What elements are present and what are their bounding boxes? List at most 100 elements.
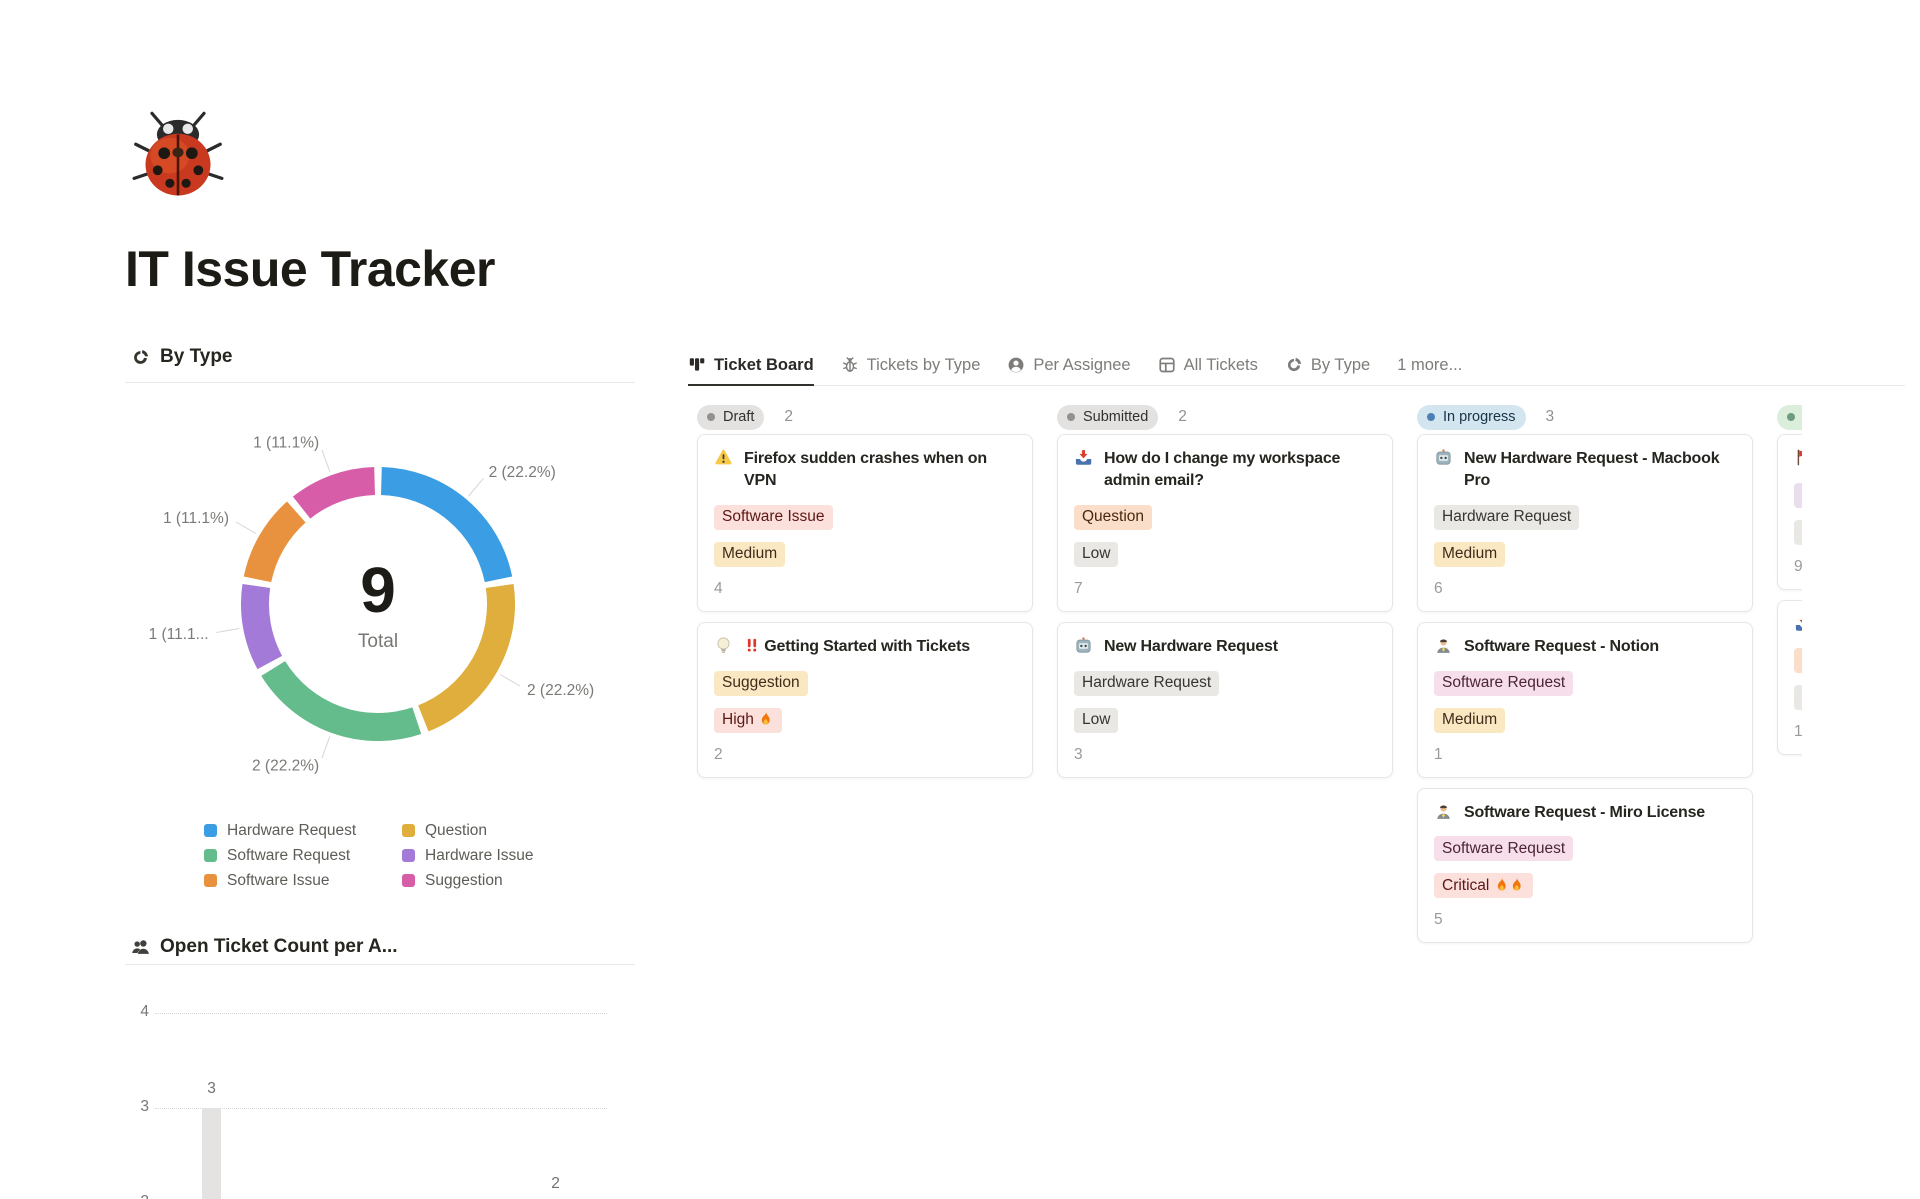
person-icon bbox=[1007, 356, 1025, 374]
divider bbox=[125, 964, 635, 965]
ticket-card[interactable]: New Hardware Request - Macbook Pro Hardwa… bbox=[1417, 434, 1753, 612]
ticket-card[interactable]: Software Request - Miro License Software … bbox=[1417, 787, 1753, 944]
donut-slice-hardware-request[interactable] bbox=[380, 467, 513, 583]
y-axis-tick: 4 bbox=[140, 1003, 149, 1020]
card-property-number: 9 bbox=[1794, 557, 1802, 575]
status-dot bbox=[707, 413, 715, 421]
people-icon bbox=[131, 938, 150, 957]
table-icon bbox=[1158, 356, 1176, 374]
label-leader-line bbox=[321, 449, 331, 472]
card-tag: Suggestion bbox=[714, 670, 808, 696]
tab-by-type[interactable]: By Type bbox=[1285, 346, 1370, 386]
donut-chart-icon bbox=[131, 348, 150, 367]
card-property-number: 2 bbox=[714, 745, 723, 763]
card-tag: Low bbox=[1794, 519, 1802, 545]
legend-item-question[interactable]: Question bbox=[402, 818, 600, 843]
tab-label: Ticket Board bbox=[714, 355, 814, 374]
donut-slice-software-issue[interactable] bbox=[243, 501, 306, 583]
page-icon[interactable] bbox=[126, 102, 234, 210]
tab-all-tickets[interactable]: All Tickets bbox=[1158, 346, 1258, 386]
ticket-card[interactable]: Hardware Issue Low 9 bbox=[1777, 434, 1802, 590]
legend-item-hardware-issue[interactable]: Hardware Issue bbox=[402, 843, 600, 868]
tab-label: By Type bbox=[1310, 355, 1371, 374]
card-emoji bbox=[1434, 448, 1454, 493]
card-tag: Low bbox=[1074, 707, 1119, 733]
bar-chart[interactable]: 4 3 2 3 2 bbox=[125, 970, 635, 1199]
tab-label: All Tickets bbox=[1183, 355, 1258, 374]
card-tag: Hardware Request bbox=[1434, 504, 1580, 530]
column-status-pill[interactable]: Draft bbox=[697, 404, 765, 430]
column-status-pill[interactable]: In progress bbox=[1417, 404, 1526, 430]
board-column-draft: Draft 2 Firefox sudden crashes when on VPN… bbox=[697, 400, 1033, 788]
card-tag: Software Issue bbox=[714, 504, 833, 530]
bar[interactable] bbox=[202, 1108, 221, 1199]
divider bbox=[125, 382, 635, 383]
legend-item-software-issue[interactable]: Software Issue bbox=[204, 868, 402, 893]
card-emoji bbox=[714, 448, 734, 493]
gridline bbox=[155, 1108, 607, 1109]
donut-pct-label: 2 (22.2%) bbox=[527, 682, 594, 699]
column-name: In progress bbox=[1443, 409, 1516, 425]
card-title-text: New Hardware Request bbox=[1104, 637, 1278, 655]
label-leader-line bbox=[235, 521, 257, 534]
tabbar-divider bbox=[688, 385, 1905, 386]
ticket-card[interactable]: New Hardware Request Hardware Request Low 3 bbox=[1057, 621, 1393, 778]
column-count: 2 bbox=[1178, 408, 1187, 425]
donut-slice-hardware-issue[interactable] bbox=[240, 583, 283, 670]
label-leader-line bbox=[216, 628, 240, 633]
donut-pct-label: 1 (11.1%) bbox=[253, 434, 319, 451]
page-title: IT Issue Tracker bbox=[125, 241, 496, 297]
legend-swatch bbox=[402, 849, 415, 862]
card-emoji bbox=[714, 636, 734, 659]
donut-chart[interactable]: 2 (22.2%) 2 (22.2%) 2 (22.2%) 1 (11.1... 1 (… bbox=[125, 390, 635, 902]
card-emoji bbox=[1794, 448, 1802, 471]
donut-chart-svg[interactable]: 2 (22.2%) 2 (22.2%) 2 (22.2%) 1 (11.1... 1 (… bbox=[125, 390, 635, 902]
tab-1-more[interactable]: 1 more... bbox=[1397, 346, 1462, 386]
card-title-text: Getting Started with Tickets bbox=[744, 636, 970, 659]
legend-label: Hardware Request bbox=[227, 821, 357, 839]
tab-per-assignee[interactable]: Per Assignee bbox=[1007, 346, 1131, 386]
card-tag: Low bbox=[1074, 541, 1119, 567]
legend-swatch bbox=[204, 824, 217, 837]
tab-tickets-by-type[interactable]: Tickets by Type bbox=[841, 346, 981, 386]
label-leader-line bbox=[321, 736, 331, 759]
legend-swatch bbox=[204, 849, 217, 862]
column-status-pill[interactable]: Done bbox=[1777, 404, 1802, 430]
card-tag: Question bbox=[1074, 504, 1153, 530]
donut-pct-label: 2 (22.2%) bbox=[252, 758, 319, 775]
donut-pct-label: 1 (11.1%) bbox=[163, 510, 229, 527]
donut-chart-icon bbox=[1285, 356, 1303, 374]
legend-label: Hardware Issue bbox=[425, 846, 534, 864]
ticket-card[interactable]: Getting Started with Tickets Suggestion Hi… bbox=[697, 621, 1033, 778]
card-property-number: 1 bbox=[1434, 745, 1443, 763]
donut-slice-question[interactable] bbox=[417, 583, 516, 732]
tab-label: Per Assignee bbox=[1033, 355, 1131, 374]
legend-item-hardware-request[interactable]: Hardware Request bbox=[204, 818, 402, 843]
board-icon bbox=[688, 356, 706, 374]
ticket-card[interactable]: Firefox sudden crashes when on VPN Softwa… bbox=[697, 434, 1033, 612]
gridline bbox=[155, 1013, 607, 1014]
legend-item-software-request[interactable]: Software Request bbox=[204, 843, 402, 868]
ticket-card[interactable]: Question Low 12 bbox=[1777, 599, 1802, 756]
donut-slice-suggestion[interactable] bbox=[292, 467, 376, 519]
ticket-card[interactable]: Software Request - Notion Software Reques… bbox=[1417, 621, 1753, 778]
legend-label: Question bbox=[425, 821, 488, 839]
ticket-card[interactable]: How do I change my workspace admin email… bbox=[1057, 434, 1393, 612]
tab-ticket-board[interactable]: Ticket Board bbox=[688, 346, 814, 386]
column-status-pill[interactable]: Submitted bbox=[1057, 404, 1159, 430]
y-axis-tick: 3 bbox=[140, 1098, 149, 1115]
card-tag: Medium bbox=[1434, 541, 1506, 567]
legend-item-suggestion[interactable]: Suggestion bbox=[402, 868, 600, 893]
legend-swatch bbox=[204, 874, 217, 887]
tab-label: Tickets by Type bbox=[866, 355, 981, 374]
bug-icon bbox=[841, 356, 859, 374]
card-tag: Medium bbox=[714, 541, 786, 567]
donut-pct-label: 2 (22.2%) bbox=[489, 464, 556, 481]
card-property-number: 4 bbox=[714, 579, 723, 597]
card-tag: Critical bbox=[1434, 873, 1533, 899]
card-emoji bbox=[1074, 448, 1094, 493]
status-dot bbox=[1427, 413, 1435, 421]
label-leader-line bbox=[499, 674, 521, 687]
donut-slice-software-request[interactable] bbox=[261, 660, 422, 741]
section-header-open-tickets: Open Ticket Count per A... bbox=[131, 936, 398, 958]
